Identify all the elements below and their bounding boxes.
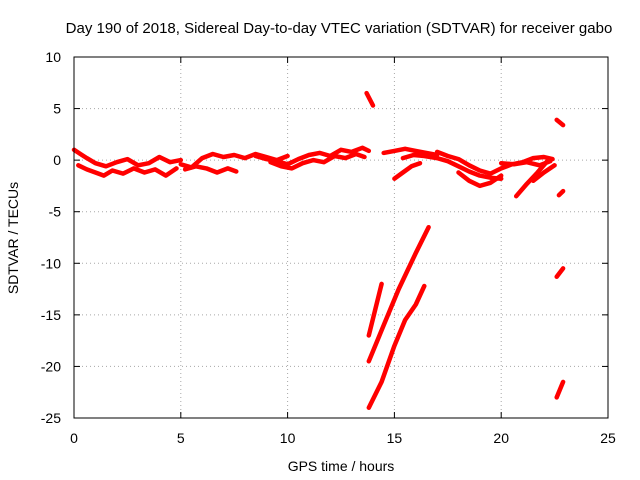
series-arc-04 <box>182 164 239 175</box>
x-tick-label: 10 <box>280 430 296 446</box>
x-tick-label: 15 <box>387 430 403 446</box>
y-axis-label: SDTVAR / TECUs <box>5 182 21 294</box>
series-arc-19 <box>554 117 566 128</box>
y-tick-label: 0 <box>53 152 61 168</box>
y-tick-label: -10 <box>41 255 61 271</box>
x-tick-labels: 0 5 10 15 20 25 <box>70 430 616 446</box>
x-tick-label: 25 <box>600 430 616 446</box>
series-arc-09 <box>392 160 423 181</box>
axis-ticks <box>73 56 609 419</box>
series-arc-20 <box>556 188 566 198</box>
series-arc-08 <box>381 146 440 158</box>
grid-lines <box>74 57 608 418</box>
series-arc-15 <box>530 163 557 184</box>
x-tick-label: 20 <box>493 430 509 446</box>
y-tick-labels: -25 -20 -15 -10 -5 0 5 10 <box>41 49 61 426</box>
plot-frame <box>73 56 609 419</box>
series-arc-17 <box>366 224 431 364</box>
y-tick-label: -15 <box>41 307 61 323</box>
series-arc-02 <box>76 163 179 178</box>
series-arc-05 <box>253 145 372 167</box>
series-arc-21 <box>554 266 566 279</box>
series-arc-12 <box>456 170 504 189</box>
chart-title: Day 190 of 2018, Sidereal Day-to-day VTE… <box>66 20 613 37</box>
y-tick-label: 10 <box>45 49 61 65</box>
series-arc-16 <box>366 281 384 338</box>
x-tick-label: 0 <box>70 430 78 446</box>
series-arc-06 <box>268 151 367 171</box>
y-tick-label: -20 <box>41 358 61 374</box>
series-arc-10 <box>400 152 504 181</box>
data-series <box>71 90 566 410</box>
series-arc-07 <box>364 90 376 108</box>
series-arc-11 <box>434 149 555 176</box>
y-tick-label: -25 <box>41 410 61 426</box>
x-axis-label: GPS time / hours <box>288 458 395 474</box>
y-tick-label: 5 <box>53 101 61 117</box>
x-tick-label: 5 <box>177 430 185 446</box>
series-arc-01 <box>71 147 184 169</box>
y-tick-label: -5 <box>49 204 62 220</box>
series-arc-14 <box>513 157 551 199</box>
series-arc-22 <box>554 379 566 400</box>
series-arc-18 <box>366 283 427 410</box>
